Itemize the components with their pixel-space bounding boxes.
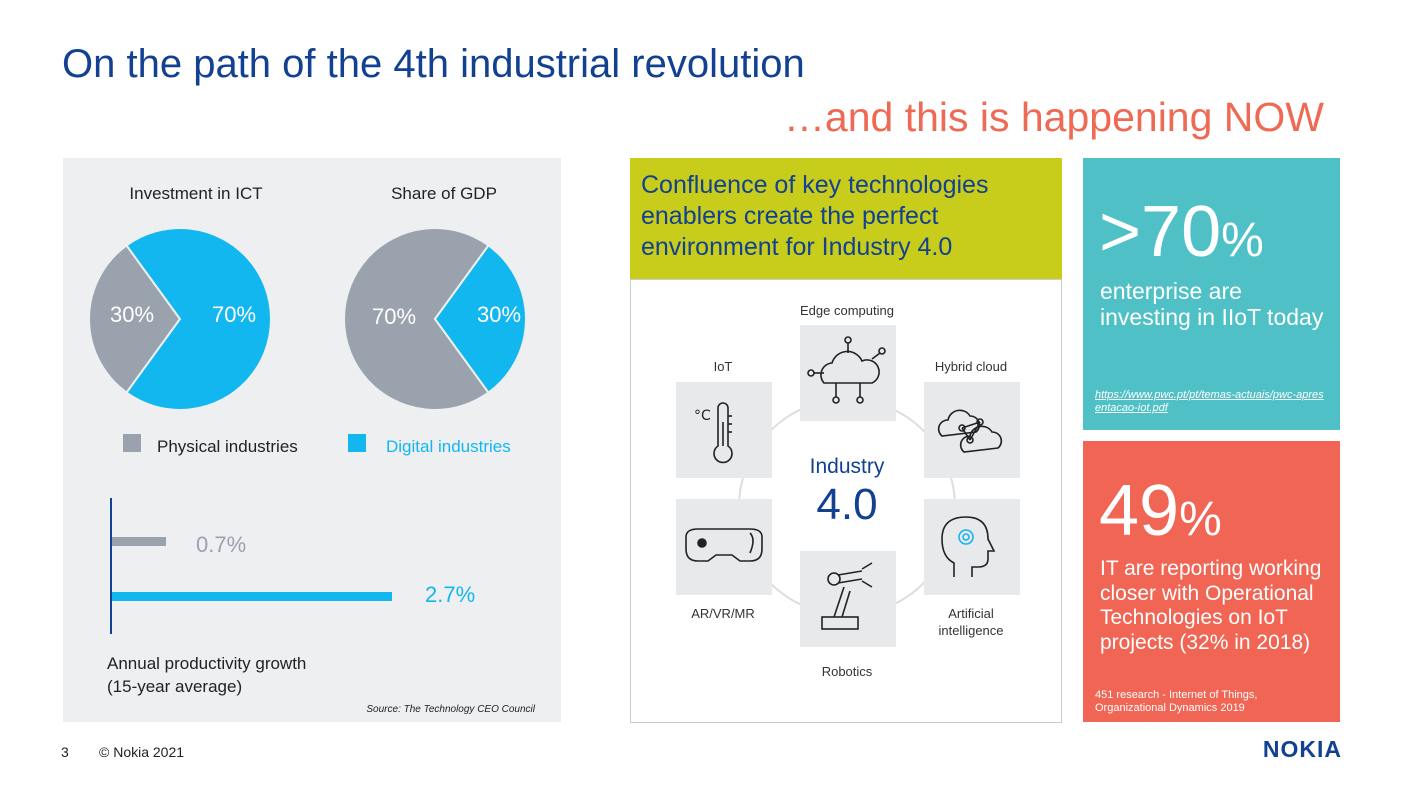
pie1-slice-physical <box>88 244 182 394</box>
stat2-source-line1: 451 research - Internet of Things, <box>1095 689 1258 701</box>
center-header-text: Confluence of key technologies enablers … <box>641 170 1061 263</box>
stat1-source-link[interactable]: https://www.pwc.pt/pt/temas-actuais/pwc-… <box>1095 389 1324 414</box>
pie2-label-digital: 30% <box>477 302 522 327</box>
bar-physical <box>112 537 166 546</box>
copyright: © Nokia 2021 <box>99 744 185 760</box>
slide-subtitle: …and this is happening NOW <box>783 94 1324 140</box>
pie1-label-physical: 30% <box>110 302 155 327</box>
tile-robotics <box>800 551 896 647</box>
page-number: 3 <box>61 744 69 760</box>
slide-title: On the path of the 4th industrial revolu… <box>62 42 805 86</box>
tech-label-ai-line1: Artificial <box>948 606 994 621</box>
stat2-text: IT are reporting working closer with Ope… <box>1100 557 1322 654</box>
svg-text:°C: °C <box>694 408 711 424</box>
hybrid-cloud-icon <box>937 409 1003 453</box>
robot-arm-icon <box>821 562 873 630</box>
tile-iot: °C <box>676 382 772 478</box>
tech-label-hybrid: Hybrid cloud <box>934 359 1008 374</box>
thermometer-icon: °C <box>694 402 733 464</box>
tech-label-ai-line2: intelligence <box>938 623 1004 638</box>
bar-axis <box>110 498 112 634</box>
bar-caption-line1: Annual productivity growth <box>107 654 307 673</box>
stat2-value: 49% <box>1099 475 1222 556</box>
center-header: Confluence of key technologies enablers … <box>630 158 1062 279</box>
hub-label: Industry <box>809 455 885 478</box>
bar-caption-line2: (15-year average) <box>107 677 243 696</box>
pie1-label-digital: 70% <box>212 302 257 327</box>
tech-label-robotics: Robotics <box>821 664 873 679</box>
pie2-title: Share of GDP <box>391 184 497 203</box>
pie1-slice-digital <box>125 227 272 411</box>
pie2-slice-physical <box>343 227 490 411</box>
left-panel: Investment in ICT Share of GDP 30% 70% 7… <box>63 158 561 722</box>
stat-panel-iiot: >70% enterprise are investing in IIoT to… <box>1083 158 1340 430</box>
legend-label-physical: Physical industries <box>157 437 298 456</box>
pie1-title: Investment in ICT <box>129 184 263 203</box>
pie2-slice-digital <box>433 244 527 394</box>
center-header-rest: create the perfect environment for Indus… <box>641 202 953 261</box>
stat1-value: >70% <box>1099 196 1264 277</box>
stat2-number: 49 <box>1099 471 1180 551</box>
tile-edge <box>800 325 896 421</box>
stat2-percent: % <box>1179 493 1222 546</box>
legend-swatch-digital <box>348 434 366 452</box>
tile-ai <box>924 499 1020 595</box>
tile-arvr <box>676 499 772 595</box>
vr-headset-icon <box>685 528 763 562</box>
center-header-lead: Confluence of key technologies enablers <box>641 171 989 230</box>
pie-charts <box>88 227 527 411</box>
stat-panel-it-ot: 49% IT are reporting working closer with… <box>1083 441 1340 722</box>
legend-swatch-physical <box>123 434 141 452</box>
stat1-text: enterprise are investing in IIoT today <box>1100 278 1324 330</box>
hub-number: 4.0 <box>816 480 878 529</box>
tech-label-iot: IoT <box>713 359 733 374</box>
stat1-percent: % <box>1221 214 1264 267</box>
technology-diagram: Industry 4.0 Edge computing IoT °C Hybri… <box>630 279 1062 723</box>
stat1-number: >70 <box>1099 192 1222 272</box>
bar-value-physical: 0.7% <box>196 532 247 557</box>
tile-hybrid <box>924 382 1020 478</box>
bar-value-digital: 2.7% <box>425 582 476 607</box>
source-note: Source: The Technology CEO Council <box>366 704 535 715</box>
tech-label-edge: Edge computing <box>800 303 894 318</box>
bar-caption: Annual productivity growth (15-year aver… <box>107 652 306 698</box>
legend-label-digital: Digital industries <box>386 437 511 456</box>
pie2-label-physical: 70% <box>372 304 417 329</box>
stat2-source-line2: Organizational Dynamics 2019 <box>1095 702 1245 714</box>
ai-head-icon <box>941 516 996 577</box>
nokia-logo: NOKIA <box>1262 736 1342 762</box>
bar-digital <box>112 592 392 601</box>
tech-label-arvr: AR/VR/MR <box>691 606 755 621</box>
edge-cloud-icon <box>807 336 886 404</box>
